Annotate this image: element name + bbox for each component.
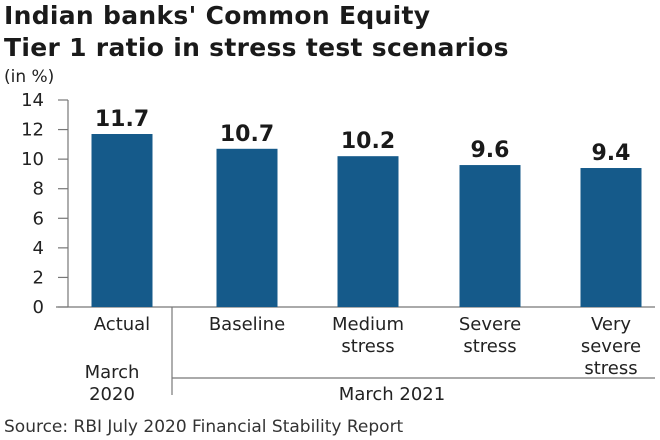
group-label-2020: 2020 [89,384,135,405]
bar-2 [337,156,399,307]
group-label-2021: March 2021 [339,384,445,405]
group-label-2020: March [85,362,140,383]
y-tick-label: 2 [33,267,44,288]
y-axis-label: (in %) [4,67,54,87]
title-line-1: Indian banks' Common Equity [4,1,431,30]
data-label: 9.4 [592,141,631,166]
title-line-2: Tier 1 ratio in stress test scenarios [4,33,509,62]
bar-0 [91,134,153,307]
bar-3 [459,165,521,307]
category-label: Medium [332,314,404,335]
category-label: Baseline [209,314,285,335]
y-tick-label: 4 [33,238,44,259]
bar-1 [216,148,278,307]
y-tick-label: 10 [21,149,44,170]
data-label: 9.6 [471,138,510,163]
y-tick-label: 12 [21,120,44,141]
source-note: Source: RBI July 2020 Financial Stabilit… [4,417,404,437]
data-label: 10.7 [220,122,274,147]
y-tick-label: 14 [21,90,44,111]
category-label: Actual [94,314,150,335]
category-label: stress [463,336,516,357]
category-label: Very [591,314,631,335]
category-label: stress [584,358,637,379]
data-label: 11.7 [95,107,149,132]
y-tick-label: 0 [33,297,44,318]
chart-title: Indian banks' Common Equity Tier 1 ratio… [4,0,509,64]
category-label: Severe [459,314,521,335]
data-label: 10.2 [341,129,395,154]
y-tick-label: 8 [33,179,44,200]
category-label: severe [581,336,641,357]
y-tick-label: 6 [33,208,44,229]
category-label: stress [341,336,394,357]
bar-4 [580,168,642,307]
